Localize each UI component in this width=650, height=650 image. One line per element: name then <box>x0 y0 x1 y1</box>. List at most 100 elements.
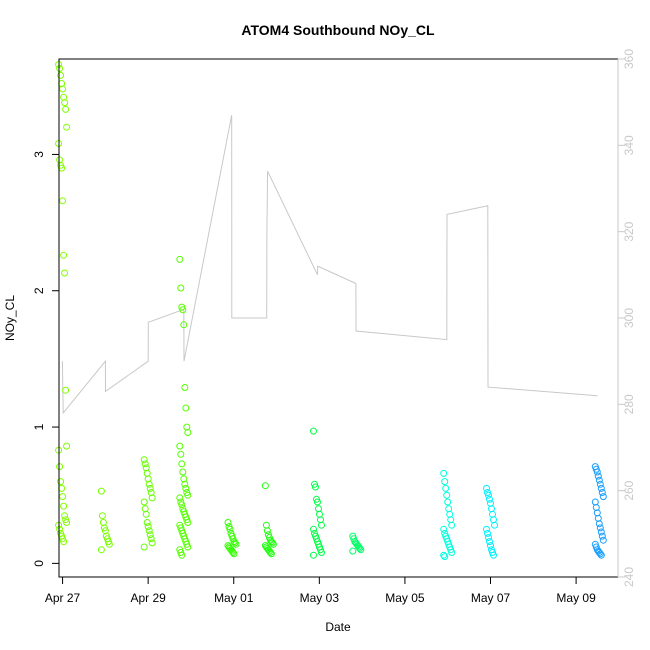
data-point <box>596 480 604 488</box>
right-y-tick-label: 300 <box>622 308 636 328</box>
data-point <box>440 525 448 533</box>
data-point <box>485 534 492 541</box>
data-point <box>484 529 491 537</box>
data-point <box>146 531 154 539</box>
data-point <box>59 493 67 501</box>
data-point <box>448 521 456 529</box>
data-point <box>56 463 64 471</box>
data-point <box>59 85 67 93</box>
data-point <box>596 550 604 558</box>
data-point <box>59 197 67 205</box>
data-point <box>181 384 189 391</box>
data-point <box>440 551 448 559</box>
data-point <box>442 484 450 492</box>
data-point <box>105 540 113 548</box>
data-point <box>56 525 64 533</box>
right-y-tick-label: 360 <box>622 49 636 69</box>
data-point <box>142 464 150 472</box>
data-point <box>232 540 240 548</box>
x-tick-label: May 01 <box>214 591 254 605</box>
data-point <box>594 472 602 480</box>
x-tick-label: May 07 <box>471 591 511 605</box>
data-point <box>448 549 456 556</box>
data-point <box>444 498 452 506</box>
data-point <box>443 491 451 499</box>
data-point <box>230 550 238 558</box>
data-point <box>97 546 105 554</box>
y-tick-label: 3 <box>32 151 46 158</box>
data-point <box>599 493 607 501</box>
data-point <box>57 71 65 79</box>
data-point <box>177 284 185 292</box>
data-point <box>61 269 69 277</box>
data-point <box>445 505 453 513</box>
data-point <box>142 510 150 518</box>
x-tick-label: Apr 29 <box>130 591 166 605</box>
x-tick-label: May 05 <box>385 591 425 605</box>
data-point <box>177 450 185 458</box>
data-point <box>318 521 325 529</box>
data-point <box>141 505 149 513</box>
y-axis-label: NOy_CL <box>3 295 17 341</box>
y-axis: 0 1 2 3 <box>32 151 60 567</box>
data-point <box>140 498 148 506</box>
data-point <box>179 306 187 314</box>
data-point <box>178 551 186 559</box>
data-point <box>263 527 271 535</box>
right-axis-line-series <box>61 115 598 415</box>
data-point <box>261 482 269 490</box>
data-point <box>483 484 490 492</box>
data-point <box>180 321 188 329</box>
x-tick-label: May 09 <box>556 591 596 605</box>
data-point <box>596 524 604 532</box>
data-point <box>231 539 239 547</box>
data-point <box>441 478 449 486</box>
right-y-tick-label: 280 <box>622 394 636 414</box>
data-point <box>599 536 607 544</box>
right-y-tick-label: 240 <box>622 567 636 587</box>
data-point <box>266 549 274 556</box>
chart-title: ATOM4 Southbound NOy_CL <box>241 22 435 38</box>
data-point <box>144 523 152 531</box>
right-y-axis: 240 260 280 300 320 340 360 <box>617 49 636 587</box>
data-point <box>63 519 71 526</box>
data-point <box>148 494 156 502</box>
data-point <box>314 498 321 506</box>
data-point <box>491 521 498 529</box>
data-point <box>312 483 319 491</box>
data-point <box>146 484 154 492</box>
data-point <box>591 498 599 506</box>
data-point <box>57 478 65 486</box>
data-point <box>226 525 234 533</box>
data-point <box>595 520 603 528</box>
data-point <box>176 255 184 263</box>
data-point <box>182 404 190 412</box>
data-point <box>179 468 187 476</box>
data-point <box>229 549 237 556</box>
data-point <box>598 489 606 496</box>
data-point <box>147 535 155 543</box>
data-point <box>145 480 153 488</box>
data-point <box>486 495 493 503</box>
right-axis-series-line <box>61 115 598 415</box>
data-point <box>60 502 68 510</box>
data-point <box>184 519 192 526</box>
y-tick-label: 1 <box>32 423 46 430</box>
data-point <box>56 65 64 72</box>
right-y-tick-label: 340 <box>622 135 636 155</box>
data-point <box>349 547 357 555</box>
data-point <box>60 538 68 546</box>
data-point <box>181 480 189 488</box>
data-point <box>176 494 184 502</box>
data-point <box>224 519 232 526</box>
data-point <box>184 543 192 551</box>
data-point <box>178 460 186 468</box>
data-point <box>262 521 270 529</box>
data-point <box>145 527 153 535</box>
data-point <box>440 469 448 477</box>
y-tick-label: 0 <box>32 560 46 567</box>
data-point <box>97 487 105 495</box>
data-point <box>441 553 449 561</box>
data-point <box>61 99 69 107</box>
